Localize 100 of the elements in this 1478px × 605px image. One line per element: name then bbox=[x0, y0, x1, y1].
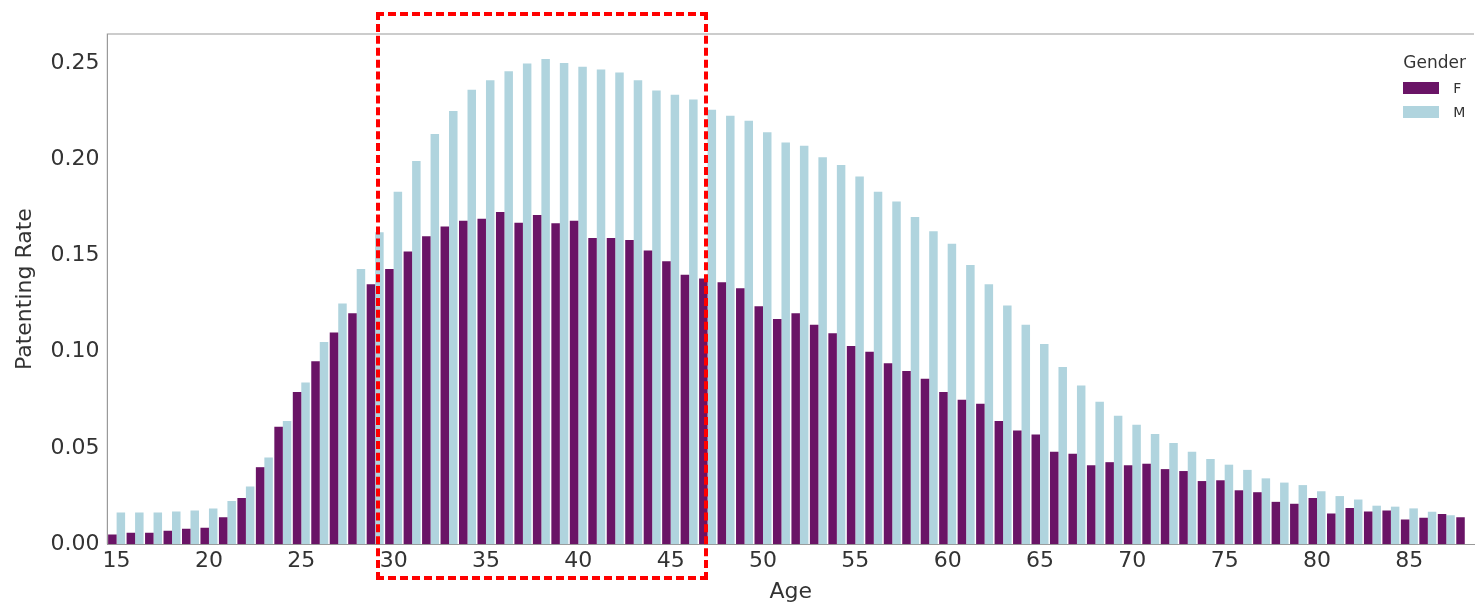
bar bbox=[412, 161, 421, 545]
bar bbox=[1095, 401, 1104, 545]
bar bbox=[329, 332, 339, 545]
bar bbox=[1113, 415, 1123, 545]
x-tick-label: 85 bbox=[1395, 547, 1424, 573]
bar bbox=[1058, 367, 1067, 545]
bar bbox=[615, 72, 624, 545]
x-tick-label: 40 bbox=[564, 547, 593, 573]
bar bbox=[1280, 482, 1289, 545]
bar bbox=[1446, 515, 1455, 545]
bar bbox=[422, 236, 431, 545]
bar bbox=[791, 313, 800, 545]
x-tick-label: 80 bbox=[1303, 547, 1332, 573]
bar bbox=[680, 274, 690, 545]
bar bbox=[1382, 510, 1391, 545]
bar bbox=[135, 512, 144, 545]
bar bbox=[1150, 433, 1160, 545]
bar bbox=[865, 351, 874, 545]
bar bbox=[1253, 492, 1262, 545]
bar bbox=[1216, 480, 1225, 545]
bar bbox=[588, 238, 597, 545]
bar bbox=[467, 89, 476, 545]
bar bbox=[356, 268, 366, 545]
bar bbox=[625, 240, 634, 545]
bar bbox=[1013, 430, 1022, 545]
bar bbox=[836, 164, 846, 545]
y-tick-label: 0.10 bbox=[50, 337, 100, 363]
bar bbox=[393, 191, 403, 545]
bar bbox=[218, 517, 228, 545]
bar bbox=[200, 527, 209, 545]
y-axis-title: Patenting Rate bbox=[10, 208, 36, 371]
bar bbox=[282, 420, 292, 545]
x-tick-label: 55 bbox=[841, 547, 870, 573]
bar bbox=[338, 303, 347, 545]
bar bbox=[504, 71, 513, 545]
bar bbox=[596, 69, 606, 545]
bar bbox=[892, 201, 901, 545]
bar bbox=[744, 120, 754, 545]
x-tick-label: 45 bbox=[656, 547, 685, 573]
bar bbox=[1076, 385, 1086, 545]
bar bbox=[1271, 501, 1281, 545]
bar bbox=[172, 511, 181, 545]
bar bbox=[846, 345, 856, 545]
bar bbox=[311, 361, 320, 545]
bar bbox=[1206, 458, 1215, 545]
x-tick-label: 50 bbox=[748, 547, 777, 573]
bar bbox=[1456, 517, 1465, 545]
bar bbox=[145, 532, 154, 545]
bar bbox=[551, 223, 560, 545]
bar bbox=[1298, 485, 1308, 545]
bar bbox=[984, 284, 994, 545]
bar bbox=[126, 532, 136, 545]
bar bbox=[1390, 506, 1400, 545]
bar bbox=[1068, 453, 1077, 545]
legend-title: Gender bbox=[1403, 52, 1466, 72]
bar bbox=[976, 403, 985, 545]
bar bbox=[994, 420, 1004, 545]
bar bbox=[606, 238, 616, 545]
bar bbox=[522, 63, 532, 545]
bar bbox=[883, 363, 893, 545]
bar bbox=[430, 134, 440, 545]
bar bbox=[902, 370, 911, 545]
bar bbox=[1142, 463, 1151, 545]
y-tick-label: 0.15 bbox=[50, 241, 100, 267]
x-axis-title: Age bbox=[769, 577, 812, 603]
x-tick-label: 65 bbox=[1026, 547, 1055, 573]
bar bbox=[966, 265, 975, 545]
bar bbox=[385, 268, 394, 545]
y-tick-label: 0.05 bbox=[50, 433, 100, 459]
x-tick-label: 35 bbox=[471, 547, 500, 573]
x-tick-label: 15 bbox=[102, 547, 131, 573]
bar bbox=[116, 512, 126, 545]
bar bbox=[274, 426, 283, 545]
bar bbox=[717, 282, 727, 545]
bar bbox=[762, 132, 772, 545]
bar bbox=[292, 392, 302, 545]
bar bbox=[532, 214, 542, 545]
bar bbox=[1123, 465, 1133, 545]
bar bbox=[459, 220, 468, 545]
bar bbox=[662, 261, 671, 545]
bar bbox=[1049, 451, 1059, 545]
x-tick-label: 60 bbox=[933, 547, 962, 573]
bar bbox=[643, 250, 653, 545]
bar bbox=[1003, 305, 1012, 545]
bar bbox=[227, 500, 236, 545]
bar bbox=[929, 231, 938, 545]
bar bbox=[1224, 464, 1234, 545]
bar bbox=[1327, 513, 1336, 545]
bar bbox=[1353, 499, 1363, 545]
bar bbox=[1243, 469, 1252, 545]
bar bbox=[245, 486, 255, 545]
bar bbox=[449, 111, 458, 545]
legend-label: F bbox=[1453, 80, 1462, 96]
bar bbox=[319, 342, 329, 545]
bar bbox=[163, 530, 173, 545]
bar bbox=[208, 508, 218, 545]
y-tick-label: 0.20 bbox=[50, 144, 100, 170]
bar bbox=[772, 318, 782, 545]
bar bbox=[818, 157, 827, 545]
bar bbox=[910, 216, 920, 545]
